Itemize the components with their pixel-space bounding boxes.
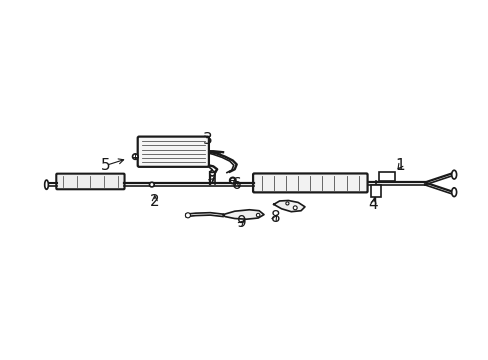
Text: 2: 2 bbox=[150, 194, 159, 209]
Text: 3: 3 bbox=[202, 131, 212, 147]
Circle shape bbox=[132, 154, 138, 159]
Ellipse shape bbox=[44, 180, 48, 189]
Ellipse shape bbox=[451, 188, 456, 197]
Circle shape bbox=[185, 213, 190, 218]
Text: 1: 1 bbox=[395, 158, 405, 173]
Circle shape bbox=[256, 213, 260, 217]
Text: 6: 6 bbox=[231, 177, 241, 192]
Text: 5: 5 bbox=[101, 158, 111, 173]
Circle shape bbox=[209, 171, 214, 176]
Polygon shape bbox=[273, 201, 305, 212]
Polygon shape bbox=[223, 210, 264, 219]
Circle shape bbox=[293, 206, 297, 210]
FancyBboxPatch shape bbox=[253, 174, 367, 192]
FancyBboxPatch shape bbox=[138, 136, 208, 167]
FancyBboxPatch shape bbox=[56, 174, 124, 189]
Circle shape bbox=[229, 177, 235, 183]
Circle shape bbox=[149, 182, 154, 187]
Ellipse shape bbox=[451, 170, 456, 179]
Circle shape bbox=[285, 202, 288, 205]
Bar bbox=[378, 172, 394, 181]
Text: 4: 4 bbox=[367, 197, 377, 212]
Text: 9: 9 bbox=[236, 215, 246, 230]
Text: 8: 8 bbox=[270, 210, 280, 225]
Bar bbox=[370, 185, 380, 197]
Text: 7: 7 bbox=[207, 172, 217, 188]
